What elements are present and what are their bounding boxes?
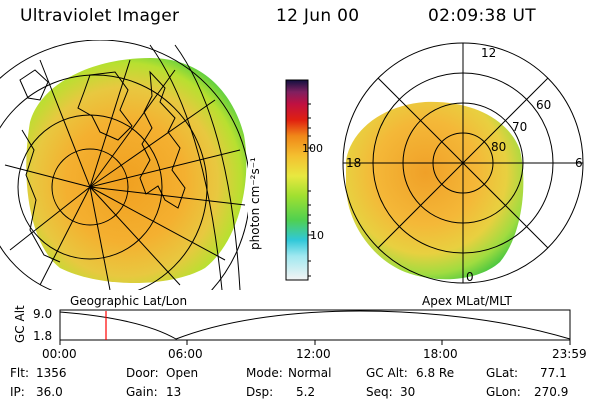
- graticule: [0, 40, 248, 290]
- coastline-canada: [139, 70, 186, 209]
- uv-emission-left: [26, 58, 247, 283]
- info-value-dsp: 5.2: [296, 385, 316, 399]
- date-readout: 12 Jun 00: [276, 6, 360, 26]
- info-key-door: Door:: [126, 366, 159, 380]
- mlt-spokes: [343, 43, 583, 283]
- info-key-dsp: Dsp:: [246, 385, 274, 399]
- altitude-ytick-1.8: 1.8: [33, 329, 53, 343]
- mlat-label-80: 80: [491, 140, 507, 154]
- altitude-ytick-9: 9.0: [33, 307, 53, 321]
- mlt-label-18: 18: [346, 156, 362, 170]
- colorbar-minor-ticks: [308, 103, 311, 277]
- colorbar-label-100: 100: [302, 142, 323, 155]
- info-key-glon: GLon:: [486, 385, 521, 399]
- info-value-ip: 36.0: [36, 385, 63, 399]
- coastline-europe: [19, 69, 61, 263]
- altitude-xtick-1800: 18:00: [423, 347, 458, 361]
- geographic-image: [0, 40, 248, 290]
- altitude-xtick-2359: 23:59: [552, 347, 587, 361]
- mlat-label-60: 60: [536, 98, 552, 112]
- mlt-label-6: 6: [575, 156, 583, 170]
- altitude-x-ticks: [59, 340, 571, 345]
- right-panel-label: Apex MLat/MLT: [422, 294, 512, 308]
- info-key-glat: GLat:: [486, 366, 519, 380]
- info-key-flt: Flt:: [10, 366, 29, 380]
- info-value-seq: 30: [400, 385, 416, 399]
- info-value-door: Open: [166, 366, 199, 380]
- info-key-mode: Mode:: [246, 366, 283, 380]
- polar-plot: [342, 42, 584, 284]
- app-title: Ultraviolet Imager: [20, 6, 180, 26]
- info-key-seq: Seq:: [366, 385, 393, 399]
- uv-emission-right: [346, 101, 524, 280]
- mlt-label-12: 12: [481, 46, 497, 60]
- info-value-gcalt: 6.8 Re: [416, 366, 455, 380]
- info-value-gain: 13: [166, 385, 182, 399]
- mlt-label-0: 0: [466, 270, 474, 284]
- coastline-greenland: [77, 71, 133, 141]
- time-readout: 02:09:38 UT: [428, 6, 536, 26]
- altitude-ylabel: GC Alt: [13, 305, 27, 343]
- info-value-mode: Normal: [288, 366, 332, 380]
- left-panel-label: Geographic Lat/Lon: [70, 294, 188, 308]
- info-key-ip: IP:: [10, 385, 25, 399]
- altitude-curve: [59, 310, 571, 340]
- colorbar-label-10: 10: [310, 229, 324, 242]
- colorbar-unit: photon cm⁻²s⁻¹: [248, 157, 262, 250]
- info-value-flt: 1356: [36, 366, 67, 380]
- info-value-glat: 77.1: [540, 366, 567, 380]
- info-key-gcalt: GC Alt:: [366, 366, 408, 380]
- altitude-plot-frame: [59, 309, 571, 341]
- info-key-gain: Gain:: [126, 385, 158, 399]
- info-value-glon: 270.9: [534, 385, 569, 399]
- altitude-xtick-0000: 00:00: [42, 347, 77, 361]
- color-bar: [285, 79, 309, 281]
- altitude-xtick-0600: 06:00: [168, 347, 203, 361]
- mlat-label-70: 70: [512, 120, 528, 134]
- altitude-xtick-1200: 12:00: [296, 347, 331, 361]
